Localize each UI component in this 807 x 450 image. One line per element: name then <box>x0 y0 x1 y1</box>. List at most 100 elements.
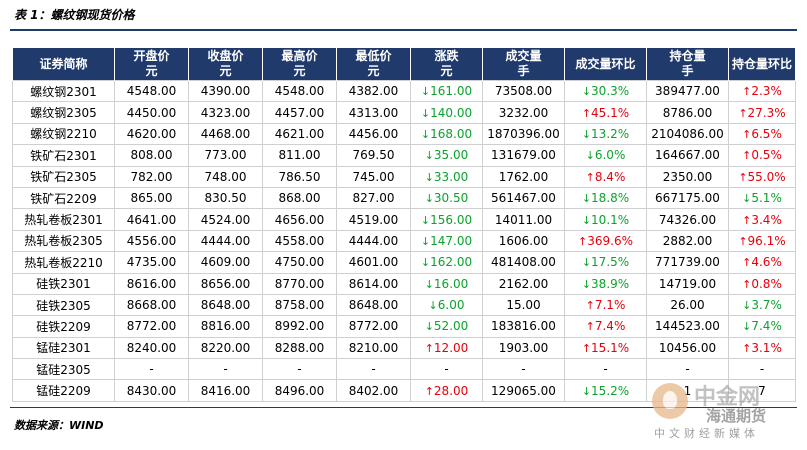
cell-value: 6.0% <box>594 148 626 163</box>
cell-value: 18.8% <box>591 191 630 206</box>
cell-value: 140.00 <box>430 105 473 120</box>
column-header: 最高价元 <box>262 48 337 81</box>
column-header-label: 证券简称 <box>39 56 88 71</box>
cell-value: 5.1% <box>751 191 782 206</box>
cell-value: 38.9% <box>591 276 630 291</box>
cell-value: 4620.00 <box>126 126 177 141</box>
table-row: 热轧卷板2305 4556.00 4444.00 4558.00 4444.00 ↓147… <box>12 229 796 253</box>
table-cell-low: 4456.00 <box>336 122 411 146</box>
cell-value: 4621.00 <box>274 126 325 141</box>
cell-value: 4556.00 <box>126 233 177 248</box>
arrow-up-icon: ↑ <box>581 106 592 120</box>
table-cell-low: 769.50 <box>336 144 411 167</box>
table-cell-chg: ↓147.00 <box>410 229 483 253</box>
table-cell-chg: ↓162.00 <box>410 251 483 274</box>
cell-value: 786.50 <box>278 169 321 184</box>
cell-value: 8402.00 <box>348 383 399 398</box>
cell-value: 8758.00 <box>274 298 325 313</box>
table-cell-chg: ↑12.00 <box>410 336 483 360</box>
cell-value: 8616.00 <box>126 276 177 291</box>
table-row: 热轧卷板2210 4735.00 4609.00 4750.00 4601.00 ↓162… <box>12 251 796 274</box>
table-cell-name: 硅铁2305 <box>12 293 115 317</box>
table-cell-oi-chg: ↑55.0% <box>728 165 796 188</box>
table-cell-chg: - <box>410 358 483 381</box>
table-cell-chg: ↓168.00 <box>410 122 483 146</box>
table-cell-close: 8816.00 <box>188 315 263 338</box>
column-header-label: 收盘价 <box>207 49 244 63</box>
cell-value: 4450.00 <box>126 105 177 120</box>
table-cell-vol: 73508.00 <box>482 79 565 103</box>
cell-value: 0.5% <box>751 148 782 163</box>
table-row: 螺纹钢2210 4620.00 4468.00 4621.00 4456.00 ↓168.… <box>12 122 796 146</box>
column-header-label: 开盘价 <box>133 49 170 63</box>
cell-value: 锰硅2209 <box>36 384 91 399</box>
arrow-up-icon: ↑ <box>742 341 752 355</box>
bottom-rule <box>10 407 797 408</box>
arrow-down-icon: ↓ <box>420 85 431 99</box>
cell-value: 1903.00 <box>498 340 549 355</box>
cell-value: 748.00 <box>204 169 247 184</box>
column-header-label: 最低价 <box>355 49 392 63</box>
table-cell-oi-chg: ↑0.5% <box>728 144 796 167</box>
table-cell-chg: ↑28.00 <box>410 379 483 402</box>
table-cell-low: 8402.00 <box>336 379 411 402</box>
column-header-unit: 元 <box>145 64 158 78</box>
cell-value: 667175.00 <box>655 191 720 206</box>
table-cell-oi-chg: ↑3.1% <box>728 336 796 360</box>
cell-value: - <box>223 362 228 377</box>
cell-value: 2882.00 <box>662 233 713 248</box>
table-row: 铁矿石2209 865.00 830.50 868.00 827.00 ↓30.50 561… <box>12 186 796 210</box>
table-cell-oi: 2882.00 <box>646 229 729 253</box>
cell-value: 131679.00 <box>491 148 556 163</box>
watermark-brand: 海通期货 <box>706 407 767 425</box>
table-row: 硅铁2301 8616.00 8656.00 8770.00 8614.00 ↓16.00… <box>12 272 796 295</box>
cell-value: 4524.00 <box>200 212 251 227</box>
table-cell-name: 铁矿石2301 <box>12 144 115 167</box>
cell-value: 14011.00 <box>494 212 553 227</box>
cell-value: - <box>444 362 449 377</box>
cell-value: 1606.00 <box>498 233 549 248</box>
cell-value: 13.2% <box>591 126 630 141</box>
arrow-up-icon: ↑ <box>581 341 592 355</box>
table-cell-open: 4620.00 <box>114 122 189 146</box>
cell-value: 745.00 <box>352 169 395 184</box>
table-cell-oi-chg: ↑0.8% <box>728 272 796 295</box>
table-cell-vol-chg: ↑369.6% <box>564 229 647 253</box>
table-cell-open: 8430.00 <box>114 379 189 402</box>
cell-value: 868.00 <box>278 191 321 206</box>
table-cell-vol: 14011.00 <box>482 208 565 231</box>
cell-value: 168.00 <box>430 126 473 141</box>
cell-value: 865.00 <box>130 191 173 206</box>
table-cell-vol: 1903.00 <box>482 336 565 360</box>
cell-value: 10.1% <box>591 212 630 227</box>
cell-value: 73508.00 <box>494 84 553 99</box>
table-cell-high: 868.00 <box>262 186 337 210</box>
cell-value: 热轧卷板2210 <box>24 255 103 270</box>
arrow-down-icon: ↓ <box>581 213 592 227</box>
table-cell-vol: 1870396.00 <box>482 122 565 146</box>
data-source-note: 数据来源：WIND <box>14 419 104 432</box>
table-cell-open: 8772.00 <box>114 315 189 338</box>
cell-value: 129065.00 <box>491 383 556 398</box>
cell-value: 561467.00 <box>491 191 556 206</box>
table-cell-vol-chg: ↓13.2% <box>564 122 647 146</box>
table-cell-vol: 15.00 <box>482 293 565 317</box>
cell-value: 8772.00 <box>126 319 177 334</box>
table-cell-high: 8770.00 <box>262 272 337 295</box>
table-cell-low: 4601.00 <box>336 251 411 274</box>
cell-value: 4609.00 <box>200 255 251 270</box>
arrow-down-icon: ↓ <box>428 299 438 313</box>
table-cell-oi: 144523.00 <box>646 315 729 338</box>
table-cell-oi: 74326.00 <box>646 208 729 231</box>
arrow-up-icon: ↑ <box>424 341 434 355</box>
table-cell-name: 锰硅2305 <box>12 358 115 381</box>
table-row: 铁矿石2305 782.00 748.00 786.50 745.00 ↓33.00 176… <box>12 165 796 188</box>
arrow-up-icon: ↑ <box>742 127 752 141</box>
column-header: 涨跌元 <box>410 48 483 81</box>
cell-value: 4656.00 <box>274 212 325 227</box>
table-cell-oi-chg: ↓5.1% <box>728 186 796 210</box>
table-cell-oi-chg: ↑4.6% <box>728 251 796 274</box>
cell-value: - <box>685 362 690 377</box>
table-cell-oi-chg: ↑96.1% <box>728 229 796 253</box>
arrow-down-icon: ↓ <box>581 85 592 99</box>
